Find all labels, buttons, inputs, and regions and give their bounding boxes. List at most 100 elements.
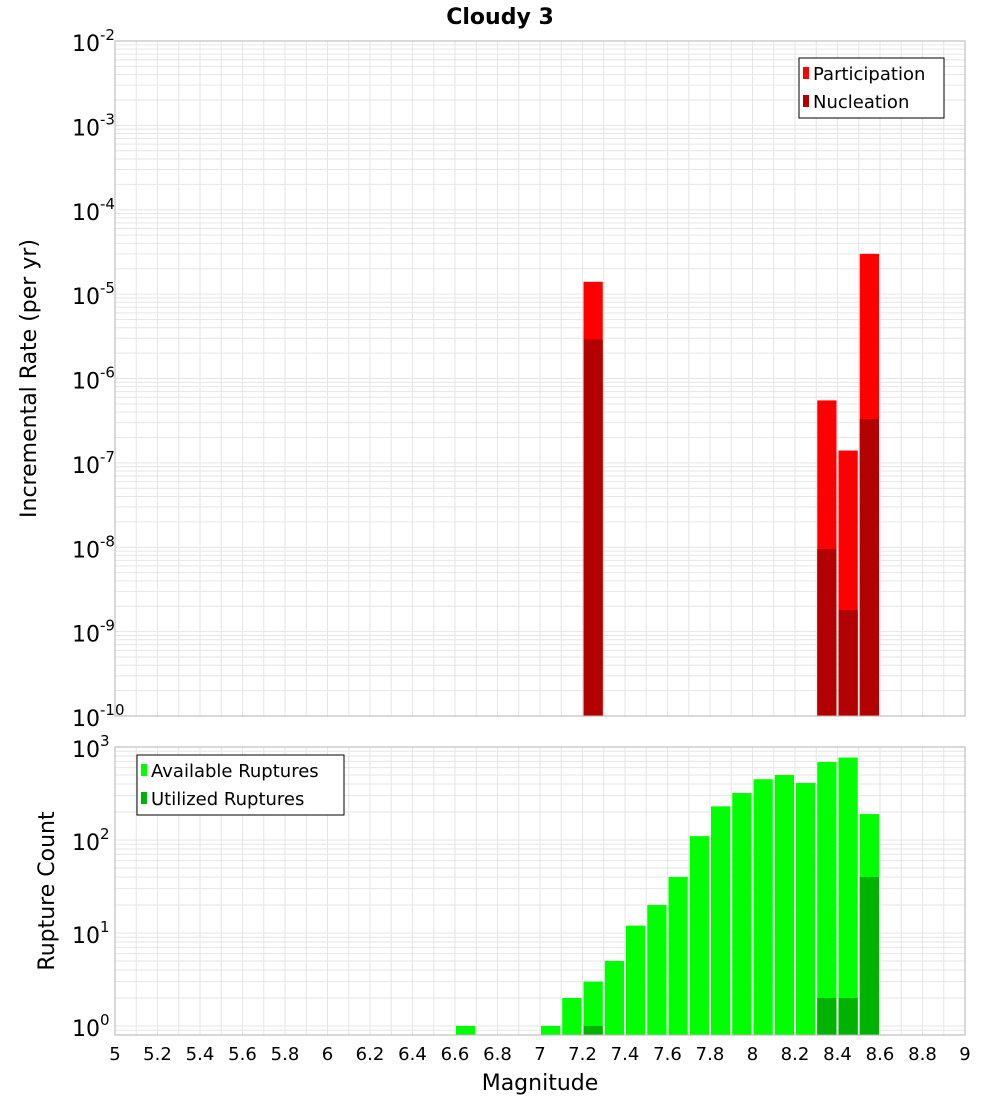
x-tick-label: 7 — [534, 1044, 545, 1065]
y-tick-exponent: -9 — [100, 617, 115, 635]
x-tick-label: 7.4 — [611, 1044, 640, 1065]
x-tick-label: 9 — [959, 1044, 970, 1065]
y-tick-label: 10-5 — [72, 279, 115, 310]
rate-bar-nucleation — [583, 339, 603, 716]
rate-y-tick-labels: 10-210-310-410-510-610-710-810-910-10 — [72, 26, 125, 732]
count-bar-utilized — [838, 997, 858, 1035]
count-plot-frame — [114, 746, 966, 1036]
legend-swatch-available — [141, 764, 147, 776]
x-tick-label: 5 — [109, 1044, 120, 1065]
legend-swatch-participation — [803, 67, 809, 79]
count-bar-available — [838, 757, 858, 1035]
legend-box — [136, 754, 345, 816]
legend-label: Utilized Ruptures — [151, 789, 304, 810]
x-tick-label: 6.4 — [398, 1044, 427, 1065]
y-tick-base: 10 — [72, 623, 100, 648]
count-bar-available — [774, 774, 794, 1035]
y-tick-exponent: -5 — [100, 279, 115, 297]
x-tick-label: 7.8 — [696, 1044, 725, 1065]
x-tick-label: 6.8 — [483, 1044, 512, 1065]
y-tick-exponent: -8 — [100, 532, 115, 550]
x-tick-label: 8.2 — [781, 1044, 810, 1065]
rate-bar-nucleation — [838, 610, 858, 716]
y-tick-base: 10 — [72, 1017, 100, 1042]
count-bar-available — [541, 1025, 561, 1035]
rate-gridlines — [114, 40, 966, 717]
y-tick-base: 10 — [72, 32, 100, 57]
y-tick-label: 103 — [72, 732, 110, 763]
y-tick-base: 10 — [72, 924, 100, 949]
count-bar-available — [732, 793, 752, 1035]
y-tick-exponent: 3 — [100, 732, 110, 750]
y-tick-exponent: -4 — [100, 195, 115, 213]
y-tick-exponent: -7 — [100, 448, 115, 466]
y-tick-base: 10 — [72, 831, 100, 856]
y-tick-base: 10 — [72, 707, 100, 732]
count-bar-available — [689, 836, 709, 1035]
y-tick-label: 101 — [72, 918, 110, 949]
y-tick-label: 10-7 — [72, 448, 115, 479]
count-bar-available — [796, 783, 816, 1035]
x-tick-label: 8 — [747, 1044, 758, 1065]
rate-plot-frame — [114, 40, 966, 717]
y-tick-base: 10 — [72, 116, 100, 141]
count-bar-available — [604, 960, 624, 1035]
x-tick-label: 6 — [322, 1044, 333, 1065]
y-tick-label: 10-6 — [72, 364, 115, 395]
y-tick-label: 10-4 — [72, 195, 115, 226]
rate-bar-nucleation — [859, 419, 879, 716]
rate-bar-nucleation — [817, 549, 837, 716]
legend-label: Nucleation — [813, 92, 909, 113]
y-tick-base: 10 — [72, 454, 100, 479]
count-bar-available — [562, 997, 582, 1035]
count-bars — [456, 757, 879, 1035]
count-legend: Available Ruptures Utilized Ruptures — [136, 754, 345, 816]
x-tick-label: 5.6 — [228, 1044, 257, 1065]
y-tick-base: 10 — [72, 738, 100, 763]
count-bar-utilized — [859, 877, 879, 1035]
y-tick-label: 10-3 — [72, 110, 115, 141]
x-tick-label: 5.8 — [271, 1044, 300, 1065]
count-bar-available — [753, 779, 773, 1035]
count-bar-utilized — [583, 1025, 603, 1035]
legend-label: Available Ruptures — [151, 761, 319, 782]
y-tick-base: 10 — [72, 538, 100, 563]
legend-swatch-nucleation — [803, 95, 809, 107]
y-tick-exponent: 0 — [100, 1011, 110, 1029]
x-tick-label: 8.6 — [866, 1044, 895, 1065]
y-tick-label: 100 — [72, 1011, 110, 1042]
y-tick-label: 10-9 — [72, 617, 115, 648]
x-tick-label: 5.4 — [186, 1044, 215, 1065]
y-tick-label: 10-10 — [72, 701, 125, 732]
count-bar-available — [583, 981, 603, 1035]
y-tick-exponent: -2 — [100, 26, 115, 44]
y-tick-exponent: 2 — [100, 825, 110, 843]
rate-legend: Participation Nucleation — [798, 57, 945, 119]
y-tick-exponent: -6 — [100, 364, 115, 382]
y-tick-exponent: 1 — [100, 918, 110, 936]
x-tick-label: 7.6 — [653, 1044, 682, 1065]
count-bar-available — [711, 806, 731, 1035]
count-bar-utilized — [817, 997, 837, 1035]
x-tick-label: 7.2 — [568, 1044, 597, 1065]
y-tick-base: 10 — [72, 285, 100, 310]
y-tick-label: 10-8 — [72, 532, 115, 563]
legend-box — [798, 57, 945, 119]
magnitude-x-tick-labels: 5 5.2 5.4 5.6 5.8 6 6.2 6.4 6.6 6.8 7 7.2 7.4 7.6 7.8 8… — [109, 1044, 970, 1065]
count-y-axis-label: Rupture Count — [35, 811, 60, 971]
legend-label: Participation — [813, 64, 925, 85]
y-tick-exponent: -3 — [100, 110, 115, 128]
x-axis-label: Magnitude — [482, 1071, 599, 1096]
y-tick-base: 10 — [72, 370, 100, 395]
y-tick-label: 10-2 — [72, 26, 115, 57]
y-tick-exponent: -10 — [100, 701, 125, 719]
count-bar-available — [456, 1025, 476, 1035]
rate-panel: 10-210-310-410-510-610-710-810-910-10 In… — [17, 26, 966, 732]
x-tick-label: 5.2 — [143, 1044, 172, 1065]
count-bar-available — [668, 877, 688, 1035]
y-tick-label: 102 — [72, 825, 110, 856]
rate-bars — [583, 253, 879, 716]
x-tick-label: 8.8 — [908, 1044, 937, 1065]
